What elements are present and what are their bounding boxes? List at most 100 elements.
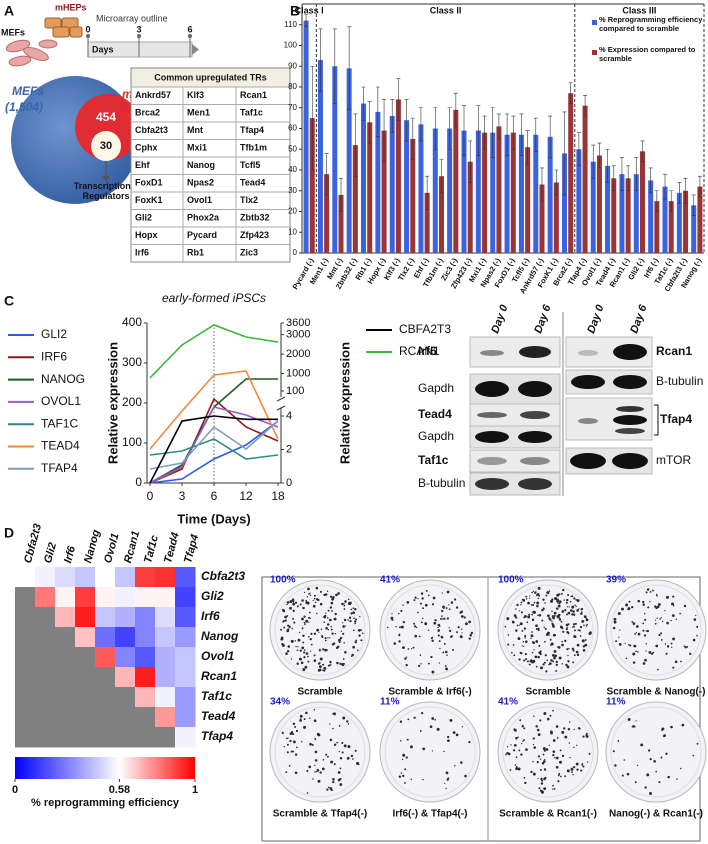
colony xyxy=(527,601,530,604)
colony xyxy=(286,649,290,653)
colony xyxy=(552,784,554,787)
error-bar xyxy=(648,167,653,194)
colony xyxy=(292,750,295,753)
colony xyxy=(287,737,289,739)
bar xyxy=(582,105,588,253)
colony xyxy=(313,654,316,657)
colony xyxy=(329,664,332,666)
colony xyxy=(325,649,328,652)
x-tick-label: 12 xyxy=(239,489,253,503)
colony xyxy=(329,723,331,725)
colony xyxy=(292,722,296,726)
colony xyxy=(556,607,559,610)
colony xyxy=(297,646,299,648)
colony xyxy=(329,606,333,609)
plate-label: Scramble & Tfap4(-) xyxy=(273,809,367,820)
colony xyxy=(571,647,575,650)
colony xyxy=(517,736,519,738)
bar xyxy=(424,192,430,253)
colony xyxy=(550,659,553,662)
colony xyxy=(318,631,320,634)
colony xyxy=(552,739,556,742)
colony xyxy=(447,739,450,743)
error-bar xyxy=(626,165,631,192)
colony xyxy=(619,629,621,631)
colony xyxy=(315,770,317,773)
colony xyxy=(518,610,521,612)
colony xyxy=(515,765,518,768)
plate-label: Nanog(-) & Rcan1(-) xyxy=(609,809,703,820)
colony xyxy=(563,727,566,730)
colony xyxy=(309,592,311,594)
colony xyxy=(520,753,523,756)
colony xyxy=(524,653,527,656)
colony xyxy=(330,601,334,605)
colony xyxy=(525,640,528,643)
table-cell: Nanog xyxy=(187,160,215,170)
bar xyxy=(639,151,645,253)
colony xyxy=(444,650,448,654)
colony xyxy=(549,714,552,717)
colony xyxy=(696,634,698,637)
colony xyxy=(640,743,644,747)
colony xyxy=(665,752,668,755)
colony xyxy=(395,625,397,628)
colony xyxy=(303,649,306,651)
colony xyxy=(542,663,545,666)
y-tick-label: 80 xyxy=(288,82,297,91)
colony xyxy=(576,609,579,612)
colony xyxy=(551,610,553,613)
colony xyxy=(517,637,521,641)
colony xyxy=(336,741,339,744)
heatmap-cell xyxy=(75,567,96,588)
colony xyxy=(532,590,534,592)
venn-overlap: 454 xyxy=(96,110,116,124)
colony xyxy=(581,639,585,643)
colony xyxy=(631,620,634,623)
colony xyxy=(446,590,450,594)
colony xyxy=(540,666,544,670)
plate xyxy=(379,701,481,803)
colony xyxy=(310,632,313,635)
colony xyxy=(533,649,535,651)
colony xyxy=(339,783,343,786)
colony xyxy=(530,604,533,606)
colony xyxy=(357,629,361,632)
colony xyxy=(321,635,324,638)
colony xyxy=(336,661,339,665)
colony xyxy=(327,786,330,789)
colony xyxy=(533,601,536,604)
heatmap-row-label: Cbfa2t3 xyxy=(201,569,245,583)
colony xyxy=(301,617,304,621)
colony xyxy=(567,594,570,596)
colony xyxy=(662,620,664,623)
colony xyxy=(566,769,570,773)
colony xyxy=(415,626,418,629)
colony xyxy=(448,627,450,629)
colony xyxy=(282,621,284,623)
colony xyxy=(330,628,333,631)
colony xyxy=(292,603,295,605)
colony xyxy=(543,626,545,629)
colony xyxy=(620,607,624,611)
colony xyxy=(561,610,565,613)
error-bar xyxy=(576,132,581,167)
colony xyxy=(664,643,667,645)
panel-label: D xyxy=(4,525,14,541)
colony xyxy=(617,612,621,615)
group-label: Class III xyxy=(622,5,656,15)
colony xyxy=(637,599,641,603)
colony xyxy=(317,779,321,783)
error-bar xyxy=(554,169,559,196)
colony xyxy=(354,620,357,623)
colony xyxy=(442,605,445,609)
colony xyxy=(559,618,562,621)
legend-label: TEAD4 xyxy=(41,439,80,453)
colony xyxy=(564,735,568,739)
error-bar xyxy=(367,101,372,144)
bar xyxy=(533,134,539,253)
heatmap-empty xyxy=(95,687,116,708)
colony xyxy=(460,761,463,764)
colony xyxy=(341,751,344,754)
colony xyxy=(560,620,563,623)
